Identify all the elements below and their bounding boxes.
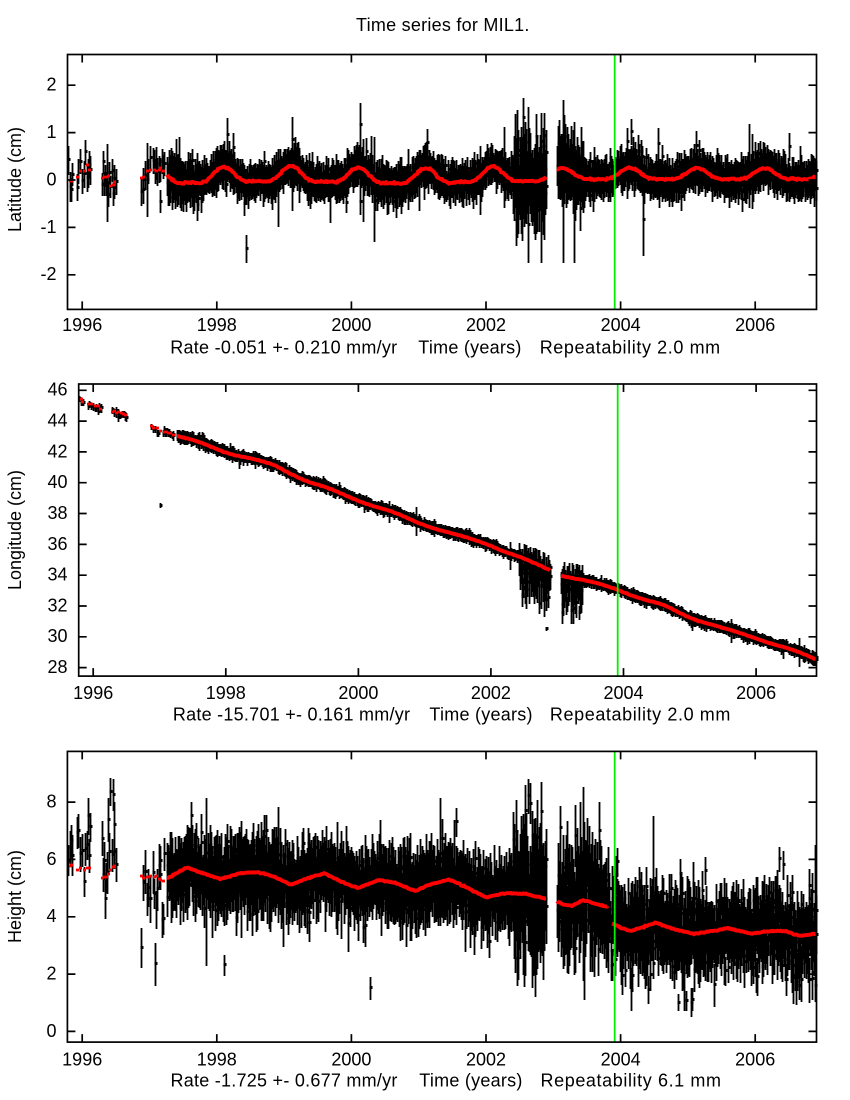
svg-text:4: 4 (46, 906, 56, 926)
svg-text:2006: 2006 (735, 315, 775, 335)
svg-text:1996: 1996 (62, 315, 102, 335)
svg-text:2006: 2006 (736, 683, 776, 703)
svg-text:2002: 2002 (471, 683, 511, 703)
svg-text:32: 32 (47, 595, 67, 615)
svg-text:46: 46 (47, 380, 67, 400)
svg-text:1998: 1998 (197, 1049, 237, 1069)
svg-text:0: 0 (46, 169, 56, 189)
svg-text:44: 44 (47, 411, 67, 431)
svg-text:28: 28 (47, 657, 67, 677)
svg-text:-2: -2 (40, 264, 56, 284)
svg-text:2002: 2002 (466, 1049, 506, 1069)
svg-text:40: 40 (47, 472, 67, 492)
svg-text:Repeatability 2.0 mm: Repeatability 2.0 mm (550, 704, 731, 724)
svg-text:2006: 2006 (735, 1049, 775, 1069)
svg-text:2004: 2004 (603, 683, 643, 703)
svg-text:2004: 2004 (601, 1049, 641, 1069)
svg-text:0: 0 (46, 1021, 56, 1041)
svg-text:1998: 1998 (197, 315, 237, 335)
svg-text:Height (cm): Height (cm) (5, 850, 25, 943)
svg-text:34: 34 (47, 565, 67, 585)
svg-text:Time (years): Time (years) (429, 704, 532, 724)
svg-text:2002: 2002 (466, 315, 506, 335)
svg-text:Latitude (cm): Latitude (cm) (5, 127, 25, 232)
svg-text:1996: 1996 (73, 683, 113, 703)
svg-text:-1: -1 (40, 217, 56, 237)
svg-text:Longitude (cm): Longitude (cm) (5, 470, 25, 590)
svg-text:2000: 2000 (331, 1049, 371, 1069)
svg-text:Rate -15.701 +- 0.161 mm/yr: Rate -15.701 +- 0.161 mm/yr (173, 704, 410, 724)
svg-text:1996: 1996 (62, 1049, 102, 1069)
svg-text:Repeatability 2.0 mm: Repeatability 2.0 mm (540, 338, 721, 358)
svg-text:6: 6 (46, 849, 56, 869)
svg-text:Rate -1.725 +- 0.677 mm/yr: Rate -1.725 +- 0.677 mm/yr (171, 1070, 398, 1090)
svg-text:2: 2 (46, 964, 56, 984)
svg-text:36: 36 (47, 534, 67, 554)
svg-text:1: 1 (46, 122, 56, 142)
svg-text:42: 42 (47, 441, 67, 461)
svg-text:Repeatability 6.1 mm: Repeatability 6.1 mm (541, 1070, 722, 1090)
svg-text:2: 2 (46, 75, 56, 95)
svg-text:8: 8 (46, 792, 56, 812)
svg-text:38: 38 (47, 503, 67, 523)
svg-text:1998: 1998 (206, 683, 246, 703)
svg-text:2000: 2000 (338, 683, 378, 703)
svg-text:Rate -0.051 +- 0.210 mm/yr: Rate -0.051 +- 0.210 mm/yr (170, 338, 397, 358)
svg-text:Time (years): Time (years) (418, 338, 521, 358)
svg-text:Time (years): Time (years) (419, 1070, 522, 1090)
svg-text:Time series for MIL1.: Time series for MIL1. (356, 15, 530, 35)
svg-text:30: 30 (47, 626, 67, 646)
svg-text:2004: 2004 (601, 315, 641, 335)
svg-text:2000: 2000 (331, 315, 371, 335)
